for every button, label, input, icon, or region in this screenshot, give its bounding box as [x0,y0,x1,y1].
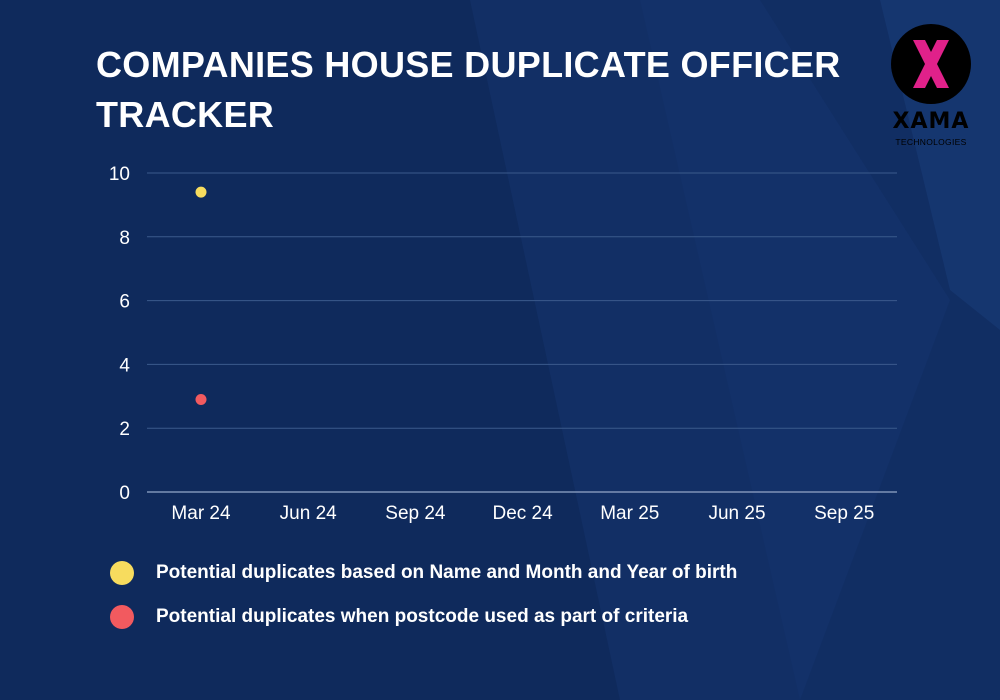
y-tick-label: 6 [119,292,130,313]
y-tick-label: 4 [119,355,130,376]
legend-label: Potential duplicates when postcode used … [156,606,689,627]
x-tick-label: Mar 24 [171,503,231,524]
logo-badge [891,24,971,104]
logo-subtitle: TECHNOLOGIES [895,137,967,147]
y-tick-label: 0 [119,483,130,504]
title-line-1: COMPANIES HOUSE DUPLICATE OFFICER [96,44,841,85]
xama-logo: XAMA TECHNOLOGIES [888,24,974,154]
legend-marker-red-icon [110,605,134,629]
logo-wordmark: XAMA [892,109,970,134]
x-mark-icon [913,40,949,88]
x-tick-label: Mar 25 [600,503,659,524]
scatter-chart: 0 2 4 6 8 10 Mar 24 Jun 24 Sep 24 Dec 24 Mar 25 Ju… [109,164,897,524]
legend-marker-yellow-icon [110,561,134,585]
gridlines [147,172,897,493]
x-tick-label: Dec 24 [492,503,553,524]
y-tick-label: 8 [119,228,130,249]
data-points [195,186,207,405]
x-tick-label: Sep 25 [814,503,874,524]
data-point-series-2 [195,393,207,405]
y-axis-ticks: 0 2 4 6 8 10 [109,164,131,504]
x-tick-label: Sep 24 [385,503,446,524]
y-tick-label: 2 [119,419,130,440]
data-point-series-1 [195,186,207,198]
legend-label: Potential duplicates based on Name and M… [156,562,738,583]
x-tick-label: Jun 24 [280,503,337,524]
x-tick-label: Jun 25 [708,503,765,524]
page-title: COMPANIES HOUSE DUPLICATE OFFICER TRACKE… [96,40,876,140]
title-line-2: TRACKER [96,94,275,135]
y-tick-label: 10 [109,164,130,185]
x-axis-ticks: Mar 24 Jun 24 Sep 24 Dec 24 Mar 25 Jun 25 Sep … [171,503,874,524]
